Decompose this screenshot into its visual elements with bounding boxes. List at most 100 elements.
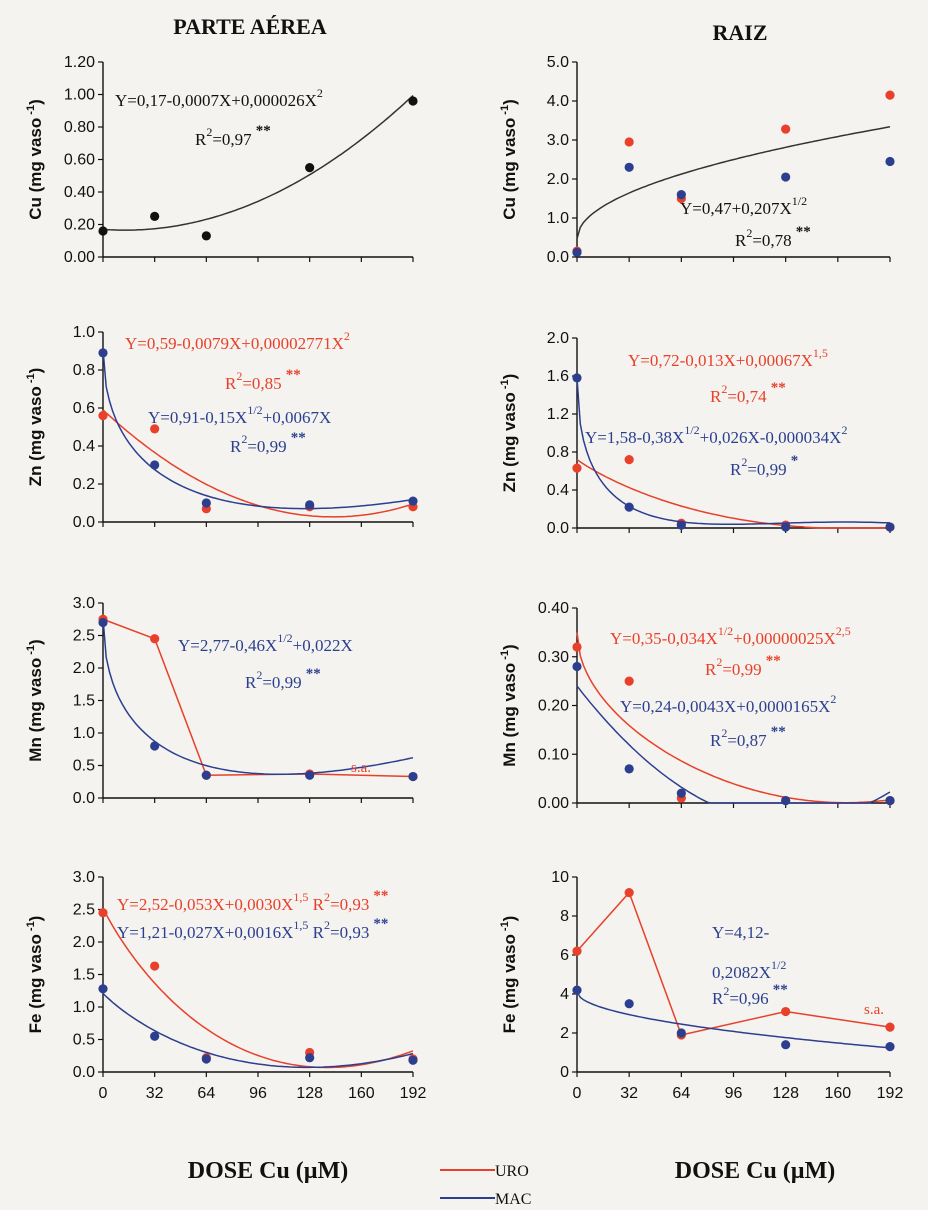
data-point-mac [885, 795, 895, 806]
y-tick-label: 0.10 [538, 746, 569, 763]
x-axis-title-right: DOSE Cu (µM) [675, 1158, 836, 1184]
equation-sup: 2 [241, 432, 247, 446]
data-point-all [150, 211, 160, 221]
equation-sup: 1/2 [277, 631, 292, 645]
y-axis-label-close: ) [500, 374, 519, 380]
data-point-mac [676, 788, 686, 798]
y-tick-label: 0.0 [547, 520, 569, 537]
significance: ** [796, 224, 811, 240]
equation: Y=1,58-0,38X1/2+0,026X-0,000034X2 [585, 423, 847, 447]
x-tick-label: 192 [877, 1085, 904, 1102]
significance: ** [771, 724, 786, 740]
equation-sup: 1/2 [718, 624, 733, 638]
x-tick-label: 96 [249, 1085, 267, 1102]
data-point-mac [408, 771, 418, 782]
y-tick-label: 8 [560, 908, 569, 925]
panel-zn-raiz: 0.0 0.4 0.8 1.2 1.6 2.0 Zn (mg vaso -1) Y=0,72-… [499, 330, 895, 537]
x-tick-label: 160 [348, 1085, 375, 1102]
significance: ** [286, 367, 301, 383]
y-tick-label: 0.2 [73, 476, 95, 493]
significance: ** [291, 430, 306, 446]
equation-tail: =0,99 [747, 460, 786, 479]
y-tick-label: 1.6 [547, 368, 569, 385]
equation: 0,2082X1/2 [712, 958, 786, 982]
y-tick-label: 3.0 [73, 595, 95, 612]
equation-tail2: =0,93 [330, 895, 369, 914]
x-tick-label: 32 [146, 1085, 164, 1102]
equation-tail: +0,022X [293, 636, 353, 655]
equation-sup2: 2 [324, 918, 330, 932]
right-column-title: RAIZ [712, 20, 767, 45]
data-point-all [408, 96, 418, 106]
data-point-uro [624, 888, 634, 898]
equation-text: Y=1,21-0,027X+0,0016X [117, 923, 293, 942]
x-tick-label: 64 [672, 1085, 690, 1102]
equation-sup: 1/2 [771, 958, 786, 972]
data-point-uro [572, 463, 582, 473]
y-tick-label: 4 [560, 986, 569, 1003]
x-tick-label: 128 [772, 1085, 799, 1102]
y-axis-label: Zn (mg vaso -1) [499, 374, 519, 493]
data-point-mac [885, 522, 895, 532]
x-tick-label: 0 [573, 1085, 582, 1102]
equation-sup: 2 [723, 984, 729, 998]
y-axis-label-exponent: -1 [25, 645, 37, 658]
equation: R2=0,74 ** [710, 380, 786, 406]
y-tick-label: 0.6 [73, 400, 95, 417]
equation-sup: 2 [741, 455, 747, 469]
data-point-mac [781, 522, 791, 532]
y-tick-label: 0.5 [73, 758, 95, 775]
equation-tail: =0,74 [727, 387, 767, 406]
y-tick-label: 4.0 [547, 93, 569, 110]
x-tick-label: 128 [296, 1085, 323, 1102]
data-point-uro [624, 455, 634, 465]
y-tick-label: 0.30 [538, 649, 569, 666]
equation: R2=0,87 ** [710, 724, 786, 750]
equation-sup: 1/2 [792, 194, 807, 208]
y-tick-label: 0.20 [64, 217, 95, 234]
fit-curve-mac [102, 617, 414, 775]
equation-sup: 1,5 [293, 890, 308, 904]
y-tick-label: 10 [551, 869, 569, 886]
equation-sup: 2 [344, 329, 350, 343]
data-point-uro [885, 1022, 895, 1032]
equation: Y=0,47+0,207X1/2 [680, 194, 807, 218]
equation: R2=0,96 ** [712, 982, 788, 1008]
equation-tail: +0,0067X [263, 408, 332, 427]
y-axis-label-close: ) [500, 644, 519, 650]
y-tick-label: 6 [560, 947, 569, 964]
x-tick-label: 64 [197, 1085, 215, 1102]
fit-curve-all [576, 126, 891, 239]
y-tick-label: 1.0 [73, 999, 95, 1016]
equation-sup2: 2,5 [836, 624, 851, 638]
y-axis-label: Fe (mg vaso -1) [499, 916, 519, 1034]
data-point-uro [150, 961, 160, 971]
y-tick-label: 2.5 [73, 902, 95, 919]
data-point-uro [781, 124, 791, 134]
y-tick-label: 5.0 [547, 54, 569, 71]
data-point-uro [98, 908, 108, 918]
equation-sup: 2 [830, 692, 836, 706]
equation: Y=2,52-0,053X+0,0030X1,5 R2=0,93 ** [117, 888, 388, 914]
data-point-mac [201, 498, 211, 508]
data-point-uro [781, 1006, 791, 1017]
y-axis-label-close: ) [26, 916, 45, 922]
equation: R2=0,99 ** [705, 653, 781, 679]
equation-tail: +0,00000025X [733, 629, 836, 648]
panel-zn-parte: 0.0 0.2 0.4 0.6 0.8 1.0 Zn (mg vaso -1) Y=0,59-… [25, 324, 418, 531]
data-point-mac [624, 999, 634, 1009]
equation: Y=0,17-0,0007X+0,000026X2 [115, 86, 323, 110]
x-tick-label: 160 [824, 1085, 851, 1102]
equation-text: R [245, 673, 257, 692]
equation-text: R [225, 374, 237, 393]
data-point-mac [98, 984, 108, 994]
data-point-mac [305, 500, 315, 510]
y-tick-label: 0.0 [73, 1064, 95, 1081]
data-point-mac [624, 162, 634, 172]
data-point-uro [572, 642, 582, 652]
data-point-mac [305, 1053, 315, 1063]
data-point-mac [572, 985, 582, 995]
y-axis-label-exponent: -1 [499, 921, 511, 934]
y-tick-label: 1.00 [64, 87, 95, 104]
